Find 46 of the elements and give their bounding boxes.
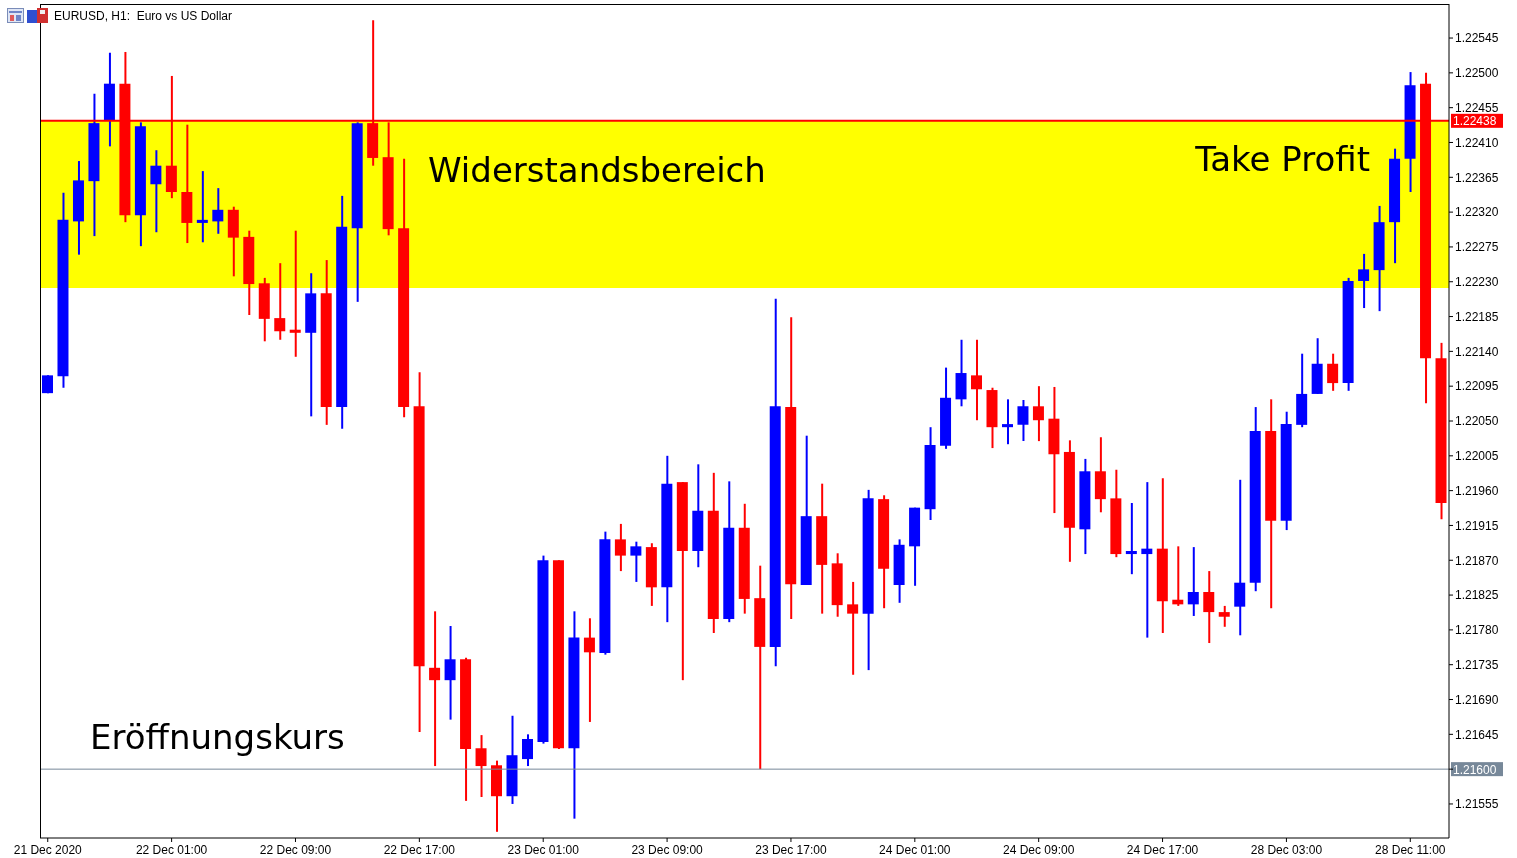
y-tick-label: 1.22545 (1455, 31, 1499, 46)
y-tick-label: 1.21555 (1455, 797, 1499, 812)
y-tick-label: 1.22005 (1455, 449, 1499, 464)
text: EURUSD, H1: Euro vs US Dollar (54, 9, 233, 23)
ref-line-label: 1.21600 (1453, 762, 1497, 777)
y-tick-label: 1.22455 (1455, 100, 1499, 115)
x-tick-label: 22 Dec 01:00 (135, 843, 208, 857)
x-tick-label: 24 Dec 17:00 (1126, 843, 1199, 857)
candlestick (1001, 399, 1013, 445)
x-tick-label: 21 Dec 2020 (13, 843, 83, 857)
candlestick (196, 171, 208, 243)
y-tick-label: 1.21690 (1455, 692, 1499, 707)
candlestick (1125, 503, 1137, 575)
y-tick-label: 1.22320 (1455, 205, 1499, 220)
x-tick-label: 23 Dec 01:00 (507, 843, 580, 857)
y-tick-label: 1.21915 (1455, 518, 1499, 533)
y-tick-label: 1.22410 (1455, 135, 1499, 150)
x-tick-label: 22 Dec 17:00 (383, 843, 456, 857)
y-tick-label: 1.22500 (1455, 66, 1499, 81)
y-tick-label: 1.22365 (1455, 170, 1499, 185)
x-tick-label: 24 Dec 01:00 (879, 843, 951, 857)
annotation: Take Profit (1195, 138, 1370, 179)
candlestick (1141, 482, 1153, 638)
x-tick-label: 23 Dec 17:00 (755, 843, 827, 857)
y-tick-label: 1.22185 (1455, 309, 1499, 324)
candlestick (289, 230, 301, 357)
ref-line-label: 1.22438 (1453, 114, 1497, 129)
y-tick-label: 1.21735 (1455, 657, 1499, 672)
x-tick-label: 28 Dec 03:00 (1250, 843, 1323, 857)
annotation: Eröffnungskurs (90, 717, 345, 758)
y-tick-label: 1.22140 (1455, 344, 1499, 359)
candlestick (429, 611, 441, 767)
y-tick-label: 1.22275 (1455, 240, 1499, 255)
y-tick-label: 1.21780 (1455, 623, 1499, 638)
band-label: Widerstandsbereich (428, 150, 766, 191)
x-tick-label: 22 Dec 09:00 (259, 843, 332, 857)
y-tick-label: 1.21960 (1455, 483, 1499, 498)
y-tick-label: 1.22095 (1455, 379, 1499, 394)
x-tick-label: 28 Dec 11:00 (1375, 843, 1446, 857)
y-tick-label: 1.21825 (1455, 588, 1499, 603)
y-tick-label: 1.21870 (1455, 553, 1499, 568)
x-tick-label: 24 Dec 09:00 (1002, 843, 1075, 857)
y-tick-label: 1.21645 (1455, 727, 1499, 742)
y-tick-label: 1.22230 (1455, 275, 1499, 289)
y-tick-label: 1.22050 (1455, 414, 1499, 429)
x-tick-label: 23 Dec 09:00 (631, 843, 704, 857)
